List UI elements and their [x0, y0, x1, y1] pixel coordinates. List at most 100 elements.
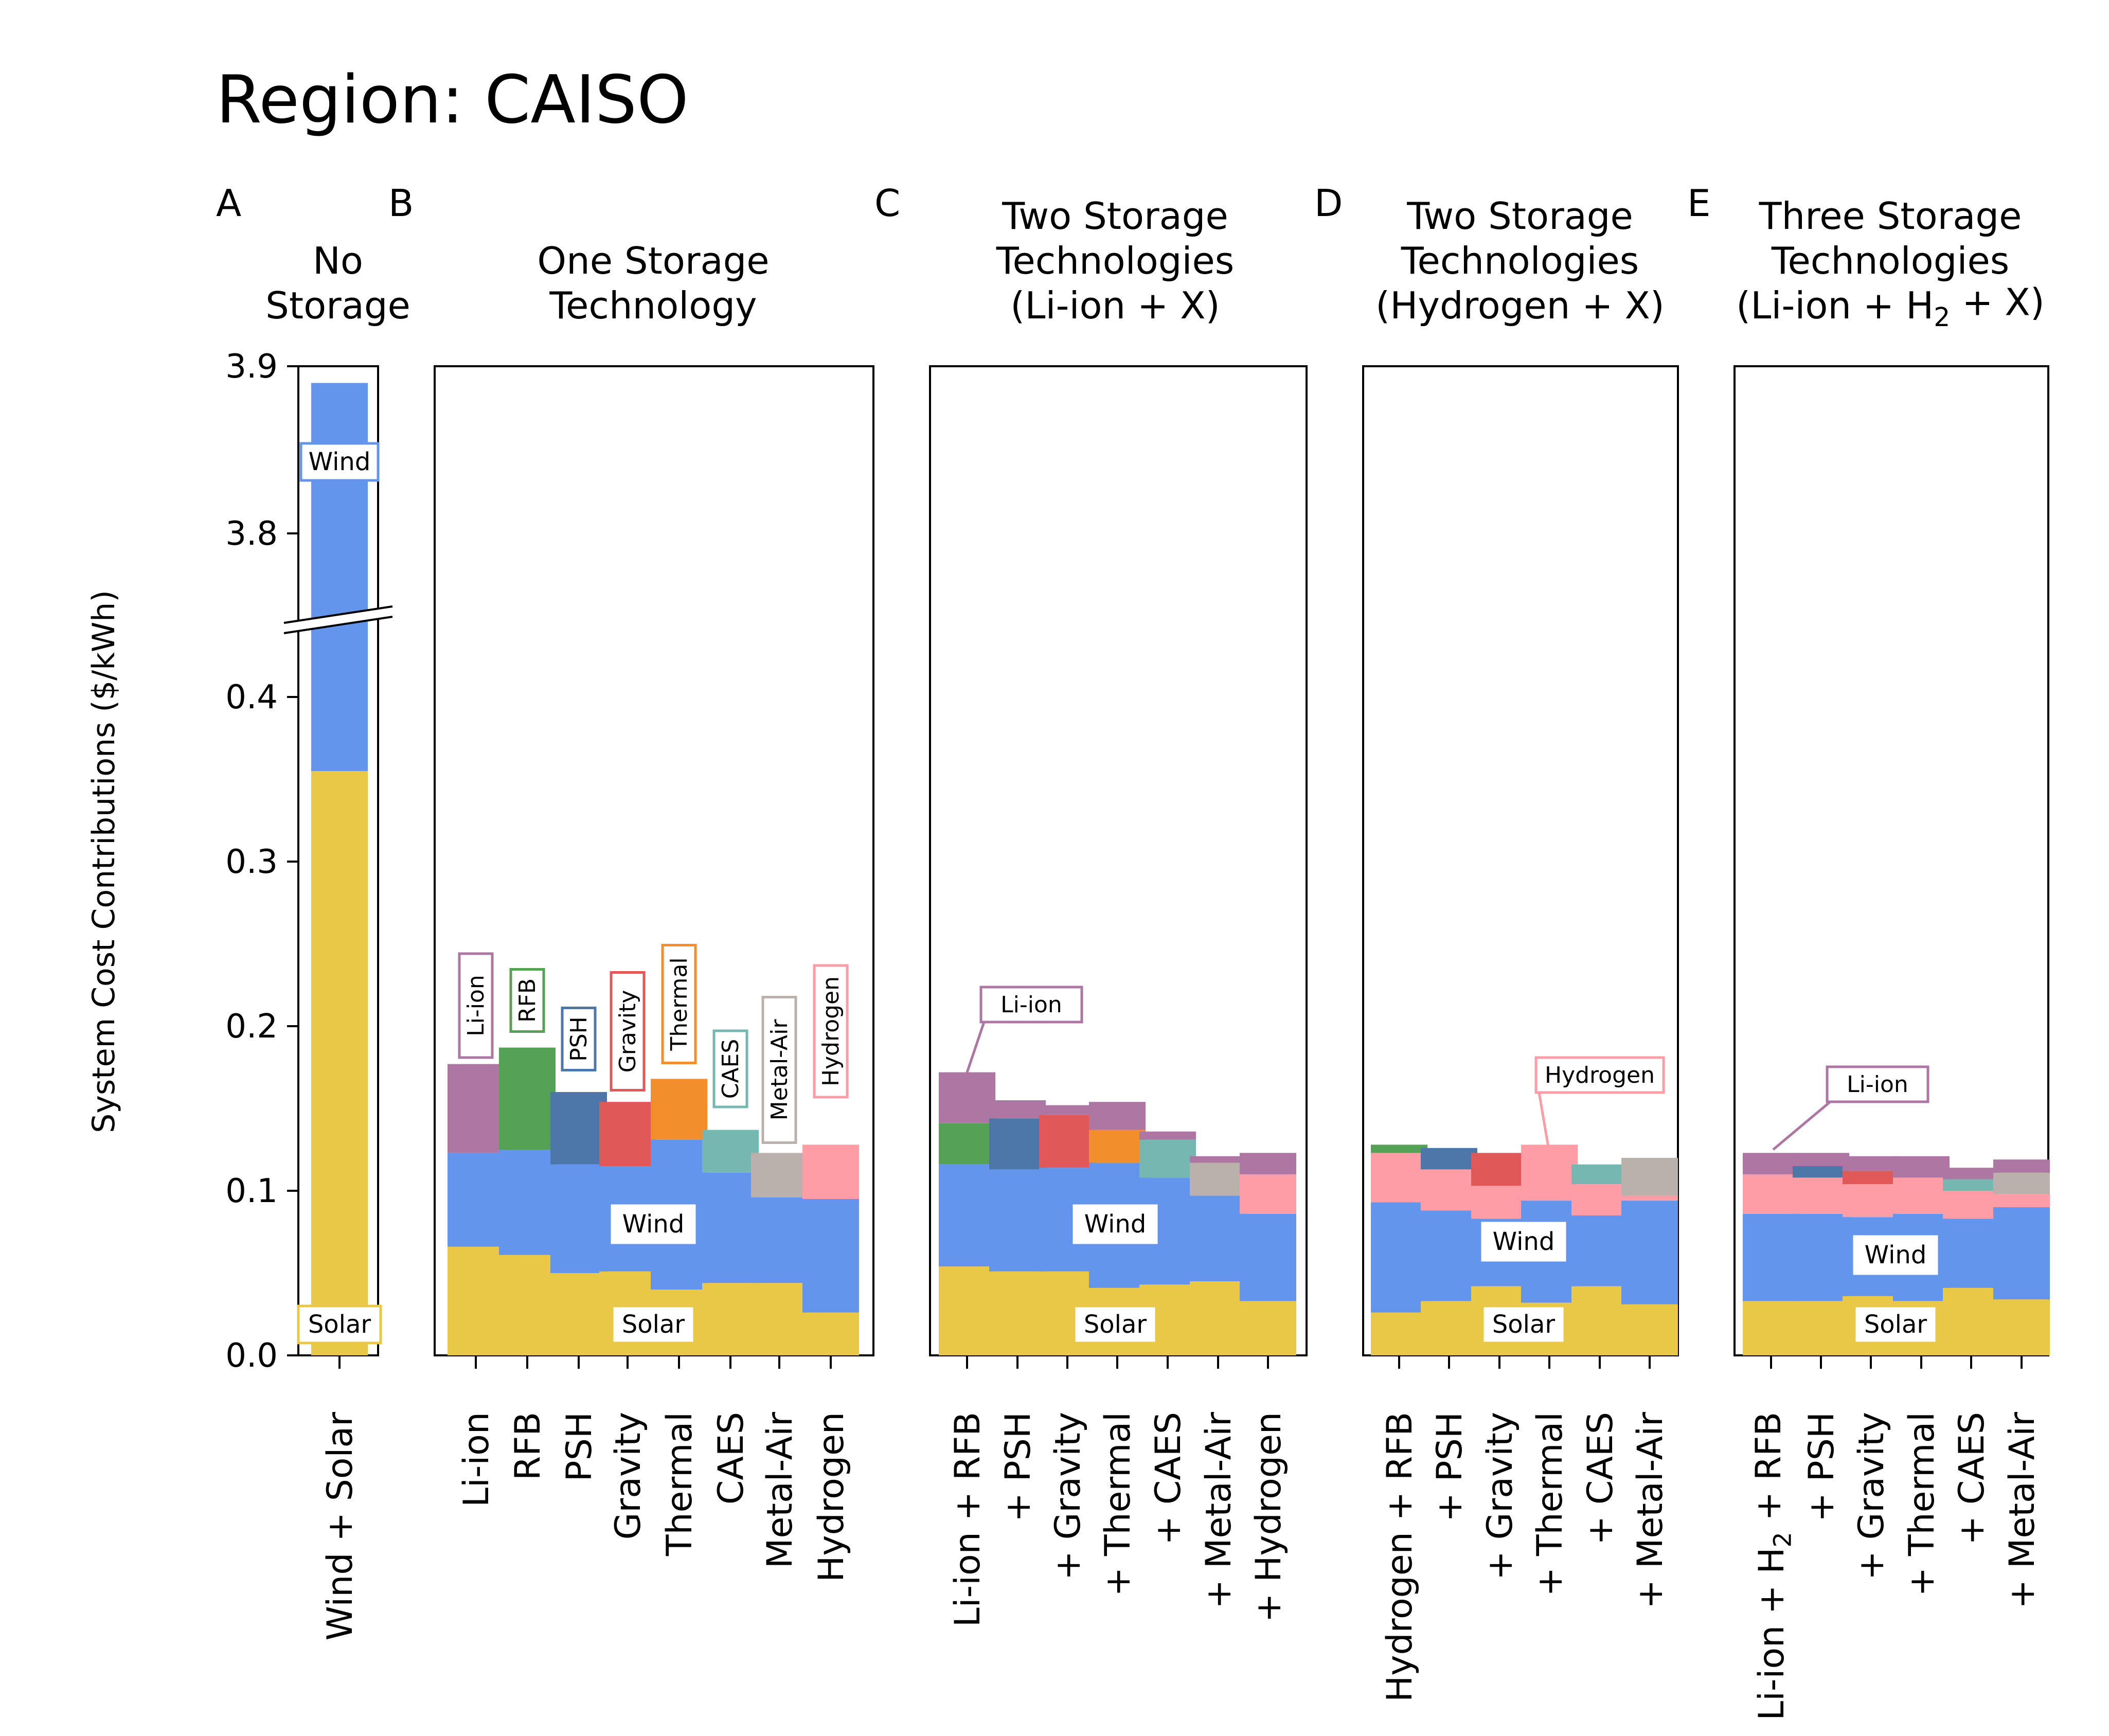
bar-li-ion: [1943, 1168, 1999, 1179]
annotation-metal-air-b: Metal-Air: [766, 1019, 793, 1121]
bar-li-ion: [1743, 1153, 1799, 1174]
bar-hydrogen: [1421, 1169, 1477, 1211]
bar-hydrogen: [1571, 1184, 1628, 1215]
axis-break-line: [283, 616, 393, 634]
annotation-solar-c-box: [1073, 1304, 1158, 1345]
bar-li-ion: [989, 1100, 1046, 1119]
bar-psh: [1793, 1166, 1849, 1178]
bar-solar: [1190, 1281, 1246, 1355]
annotation-wind-c: Wind: [1084, 1210, 1147, 1239]
panel-letter-e: E: [1687, 182, 1711, 225]
annotation-rfb-b-box: [509, 968, 545, 1033]
bar-wind: [1621, 1201, 1678, 1304]
bar-li-ion: [448, 1064, 504, 1153]
bar-solar: [939, 1266, 995, 1355]
annotation-li-ion-e: Li-ion: [1847, 1071, 1908, 1098]
bar-solar: [1421, 1301, 1477, 1355]
annotation-wind-d-box: [1481, 1222, 1566, 1262]
panel-title-c: (Li-ion + X): [1010, 284, 1220, 327]
panel-title-b: One Storage: [537, 239, 769, 282]
annotation-wind-a-box: [299, 442, 380, 482]
bar-caes: [1139, 1139, 1196, 1178]
panel-title-a: Storage: [265, 284, 410, 327]
bar-psh: [550, 1092, 607, 1165]
bar-wind: [939, 1164, 995, 1267]
annotation-metal-air-b-box: [761, 996, 797, 1144]
x-tick-label: Li-ion + RFB: [948, 1412, 988, 1627]
axis-break-gap: [284, 606, 392, 633]
panel-title-b: Technology: [549, 284, 757, 327]
annotation-wind-c-box: [1073, 1204, 1158, 1244]
panel-title-e: Technologies: [1771, 239, 2010, 282]
bar-solar: [499, 1255, 556, 1355]
bar-solar: [550, 1273, 607, 1355]
bar-li-ion: [1139, 1131, 1196, 1140]
bar-hydrogen: [1621, 1195, 1678, 1201]
bar-solar: [1993, 1299, 2050, 1355]
bar-solar: [702, 1283, 759, 1355]
panel-letter-b: B: [388, 182, 414, 225]
bar-gravity: [1471, 1153, 1528, 1186]
annotation-li-ion-c: Li-ion: [1000, 992, 1062, 1018]
region-title: Region: CAISO: [216, 62, 689, 138]
bar-solar: [1743, 1301, 1799, 1355]
x-tick-label: + Gravity: [1480, 1412, 1521, 1580]
annotation-wind-e: Wind: [1865, 1241, 1927, 1269]
x-tick-label: + PSH: [998, 1412, 1039, 1522]
bar-hydrogen: [1793, 1177, 1849, 1214]
bar-li-ion: [1993, 1159, 2050, 1173]
bar-hydrogen: [1240, 1174, 1296, 1214]
bar-hydrogen: [1993, 1194, 2050, 1207]
bar-gravity: [1843, 1171, 1899, 1185]
annotation-solar-e-box: [1853, 1304, 1938, 1345]
bar-solar: [1793, 1301, 1849, 1355]
x-tick-label: + Thermal: [1902, 1412, 1942, 1597]
bar-wind: [550, 1164, 607, 1273]
annotation-solar-a: Solar: [308, 1310, 371, 1339]
x-tick-label: Thermal: [659, 1412, 700, 1556]
annotation-hydrogen-b-box: [813, 964, 849, 1099]
y-tick-label: 3.8: [225, 515, 278, 553]
bar-hydrogen: [1893, 1177, 1950, 1214]
bar-rfb: [499, 1047, 556, 1150]
bar-solar: [1240, 1301, 1296, 1355]
x-tick-label: Wind + Solar: [320, 1412, 361, 1640]
annotation-wind-e-box: [1853, 1235, 1938, 1275]
annotation-layer: Wind Solar Li-ion RFB PSH Gravity Thermal CAES M…: [297, 442, 1938, 1345]
bar-wind: [802, 1199, 859, 1313]
x-tick-label: + Gravity: [1048, 1412, 1088, 1580]
bar-li-ion: [939, 1072, 995, 1123]
annotation-solar-d-box: [1481, 1304, 1566, 1345]
x-tick-label: + Metal-Air: [1199, 1412, 1239, 1609]
annotation-psh-b: PSH: [566, 1016, 592, 1062]
annotation-li-ion-b-box: [458, 952, 494, 1059]
x-tick-label: Hydrogen + RFB: [1380, 1412, 1420, 1702]
x-tick-label: Li-ion: [456, 1412, 497, 1507]
x-tick-label: RFB: [508, 1412, 548, 1480]
bar-caes: [1571, 1164, 1628, 1185]
x-tick-label: Hydrogen: [811, 1412, 852, 1582]
bar-wind: [751, 1197, 808, 1283]
panel-title-c: Two Storage: [1002, 194, 1228, 238]
annotation-li-ion-e-box: [1826, 1065, 1929, 1103]
bar-gravity: [1039, 1115, 1096, 1168]
annotation-li-ion-c-leader: [966, 1022, 986, 1073]
bar-wind: [1743, 1213, 1799, 1301]
bar-wind: [311, 383, 368, 771]
bar-hydrogen: [1471, 1186, 1528, 1219]
annotation-hydrogen-d-box: [1534, 1056, 1665, 1094]
bar-li-ion: [1240, 1153, 1296, 1174]
bar-wind: [1943, 1219, 1999, 1288]
y-tick-label: 0.1: [225, 1172, 278, 1210]
annotation-wind-a: Wind: [309, 448, 371, 476]
bar-metal-air: [751, 1153, 808, 1197]
x-tick-label: + CAES: [1952, 1412, 1992, 1545]
annotation-thermal-b: Thermal: [666, 957, 692, 1051]
bar-hydrogen: [1943, 1191, 1999, 1219]
x-tick-label: Gravity: [608, 1412, 649, 1540]
bar-caes: [702, 1130, 759, 1173]
bar-solar: [1621, 1304, 1678, 1355]
annotation-hydrogen-d: Hydrogen: [1545, 1062, 1655, 1088]
